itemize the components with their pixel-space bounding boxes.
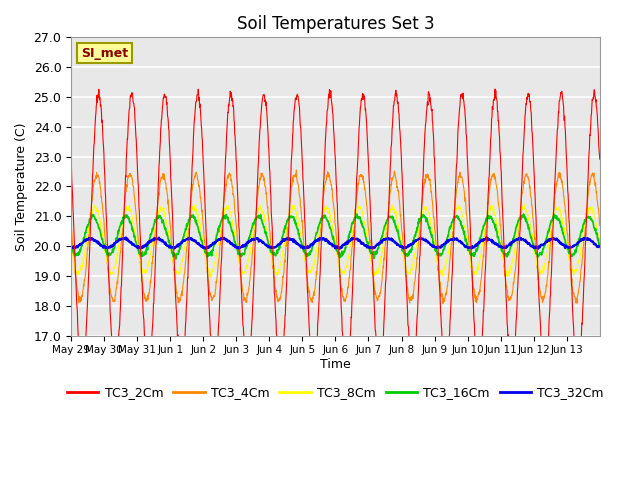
X-axis label: Time: Time [320, 358, 351, 371]
Legend: TC3_2Cm, TC3_4Cm, TC3_8Cm, TC3_16Cm, TC3_32Cm: TC3_2Cm, TC3_4Cm, TC3_8Cm, TC3_16Cm, TC3… [62, 381, 609, 404]
Title: Soil Temperatures Set 3: Soil Temperatures Set 3 [237, 15, 435, 33]
Text: SI_met: SI_met [81, 47, 128, 60]
Y-axis label: Soil Temperature (C): Soil Temperature (C) [15, 122, 28, 251]
